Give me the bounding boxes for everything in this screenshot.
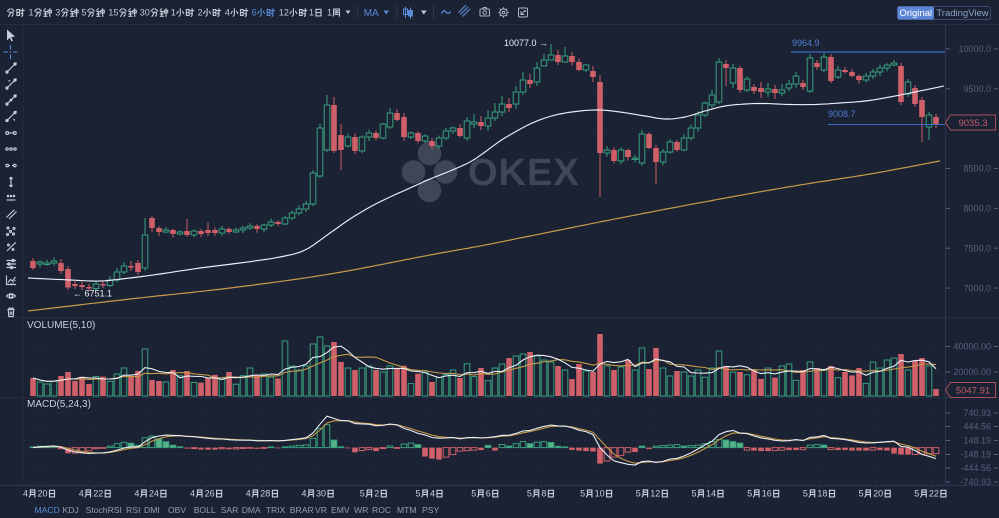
svg-text:14: 14 (706, 489, 716, 499)
svg-text:9964.9: 9964.9 (792, 38, 820, 48)
svg-text:5: 5 (747, 489, 752, 499)
svg-text:8000.0: 8000.0 (963, 204, 991, 214)
svg-text:5: 5 (416, 489, 421, 499)
svg-text:444.56: 444.56 (963, 422, 991, 432)
svg-text:-148.19: -148.19 (960, 450, 991, 460)
svg-text:1: 1 (29, 8, 34, 18)
svg-text:9008.7: 9008.7 (828, 109, 856, 119)
svg-text:PSY: PSY (422, 505, 439, 515)
svg-text:5: 5 (527, 489, 532, 499)
svg-text:4: 4 (23, 489, 28, 499)
svg-text:5: 5 (636, 489, 641, 499)
svg-text:ROC: ROC (372, 505, 391, 515)
svg-text:DMA: DMA (242, 505, 261, 515)
svg-text:6: 6 (486, 489, 491, 499)
svg-text:4: 4 (246, 489, 251, 499)
svg-text:5047.91: 5047.91 (956, 385, 990, 396)
svg-text:MACD(5,24,3): MACD(5,24,3) (27, 399, 91, 410)
svg-text:3: 3 (55, 8, 60, 18)
svg-text:BRAR: BRAR (290, 505, 314, 515)
svg-text:22: 22 (93, 489, 103, 499)
svg-text:RSI: RSI (126, 505, 140, 515)
svg-text:5: 5 (580, 489, 585, 499)
svg-text:4: 4 (225, 8, 230, 18)
svg-text:-740.93: -740.93 (960, 477, 991, 487)
svg-text:5: 5 (914, 489, 919, 499)
svg-text:MTM: MTM (397, 505, 417, 515)
svg-text:20: 20 (38, 489, 48, 499)
svg-text:7000.0: 7000.0 (963, 283, 991, 293)
svg-text:22: 22 (929, 489, 939, 499)
svg-text:5: 5 (803, 489, 808, 499)
svg-text:-444.56: -444.56 (960, 463, 991, 473)
svg-text:4: 4 (134, 489, 139, 499)
svg-text:30: 30 (316, 489, 326, 499)
svg-text:SAR: SAR (221, 505, 239, 515)
svg-text:5: 5 (692, 489, 697, 499)
svg-text:MA: MA (364, 8, 379, 19)
svg-text:40000.00: 40000.00 (953, 342, 991, 352)
svg-text:← 6751.1: ← 6751.1 (73, 289, 112, 299)
svg-text:VOLUME(5,10): VOLUME(5,10) (27, 320, 95, 331)
svg-text:KDJ: KDJ (63, 505, 79, 515)
svg-text:740.93: 740.93 (963, 408, 991, 418)
svg-text:4: 4 (302, 489, 307, 499)
svg-text:4: 4 (190, 489, 195, 499)
svg-text:24: 24 (149, 489, 159, 499)
svg-text:4: 4 (430, 489, 435, 499)
svg-text:5: 5 (859, 489, 864, 499)
svg-text:5: 5 (360, 489, 365, 499)
svg-text:12: 12 (279, 8, 289, 18)
svg-text:OBV: OBV (168, 505, 186, 515)
svg-text:Original: Original (899, 8, 932, 19)
svg-text:1: 1 (171, 8, 176, 18)
svg-text:26: 26 (205, 489, 215, 499)
svg-text:2: 2 (374, 489, 379, 499)
svg-text:BOLL: BOLL (194, 505, 216, 515)
svg-text:7500.0: 7500.0 (963, 243, 991, 253)
svg-text:1: 1 (327, 8, 332, 18)
svg-text:MACD: MACD (35, 505, 60, 515)
svg-text:1: 1 (309, 8, 314, 18)
svg-text:OKEX: OKEX (468, 152, 580, 194)
svg-text:20000.00: 20000.00 (953, 367, 991, 377)
svg-text:12: 12 (650, 489, 660, 499)
svg-text:DMI: DMI (144, 505, 160, 515)
svg-text:30: 30 (140, 8, 150, 18)
svg-text:WR: WR (354, 505, 368, 515)
svg-text:20: 20 (873, 489, 883, 499)
svg-text:8: 8 (541, 489, 546, 499)
svg-text:10: 10 (595, 489, 605, 499)
svg-text:TRIX: TRIX (266, 505, 286, 515)
svg-text:16: 16 (762, 489, 772, 499)
svg-text:15: 15 (108, 8, 118, 18)
svg-text:5: 5 (471, 489, 476, 499)
svg-text:TradingView: TradingView (936, 8, 988, 19)
svg-text:2: 2 (198, 8, 203, 18)
svg-text:VR: VR (315, 505, 327, 515)
svg-text:10000.0: 10000.0 (958, 44, 991, 54)
svg-text:StochRSI: StochRSI (86, 505, 122, 515)
svg-text:28: 28 (260, 489, 270, 499)
svg-text:4: 4 (79, 489, 84, 499)
svg-text:10077.0 →: 10077.0 → (504, 38, 548, 48)
svg-text:9500.0: 9500.0 (963, 84, 991, 94)
svg-text:5: 5 (81, 8, 86, 18)
svg-text:18: 18 (817, 489, 827, 499)
svg-text:EMV: EMV (331, 505, 350, 515)
svg-text:9035.3: 9035.3 (958, 118, 987, 129)
svg-text:6: 6 (252, 8, 257, 18)
svg-text:8500.0: 8500.0 (963, 164, 991, 174)
svg-text:148.19: 148.19 (963, 436, 991, 446)
